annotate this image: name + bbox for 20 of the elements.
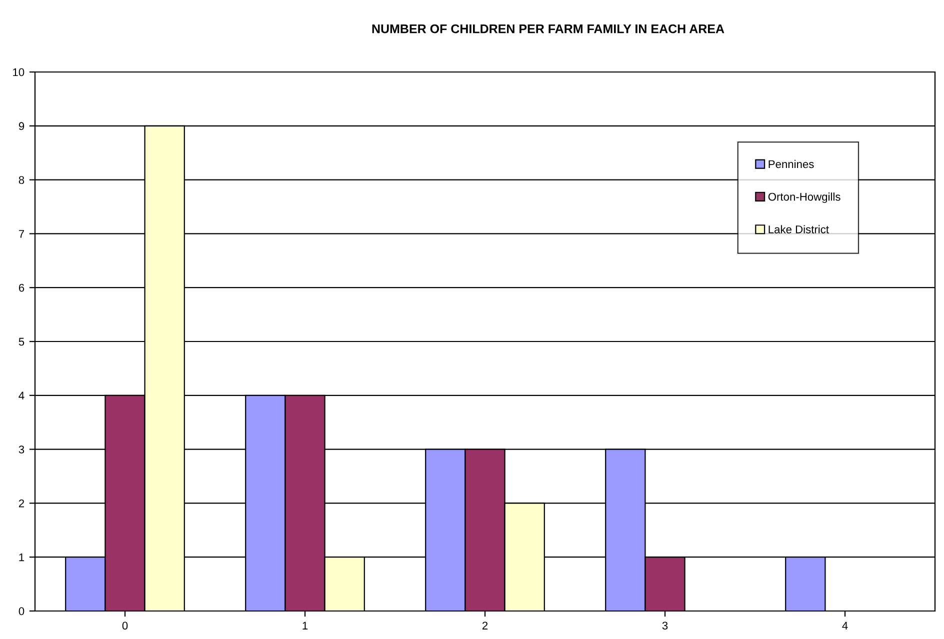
legend-label: Orton-Howgills <box>768 192 840 203</box>
legend-label: Pennines <box>768 160 814 168</box>
x-tick-label: 0 <box>122 622 128 630</box>
y-tick-label: 0 <box>18 607 24 616</box>
legend-label: Lake District <box>768 225 829 234</box>
y-tick-label: 7 <box>18 230 24 238</box>
y-tick-label: 9 <box>18 122 24 130</box>
y-tick-label: 10 <box>13 68 24 76</box>
y-tick-label: 6 <box>18 284 24 292</box>
y-tick-label: 8 <box>18 176 24 184</box>
y-tick-label: 4 <box>18 392 24 400</box>
x-tick-label: 4 <box>842 622 848 630</box>
y-tick-label: 3 <box>18 446 24 454</box>
x-tick-label: 3 <box>662 622 668 630</box>
y-tick-label: 5 <box>18 338 24 346</box>
chart-title: NUMBER OF CHILDREN PER FARM FAMILY IN EACH AREA <box>372 24 724 34</box>
x-tick-label: 1 <box>302 622 308 630</box>
y-tick-label: 1 <box>19 553 24 562</box>
y-tick-label: 2 <box>18 499 24 508</box>
x-tick-label: 2 <box>482 622 488 630</box>
